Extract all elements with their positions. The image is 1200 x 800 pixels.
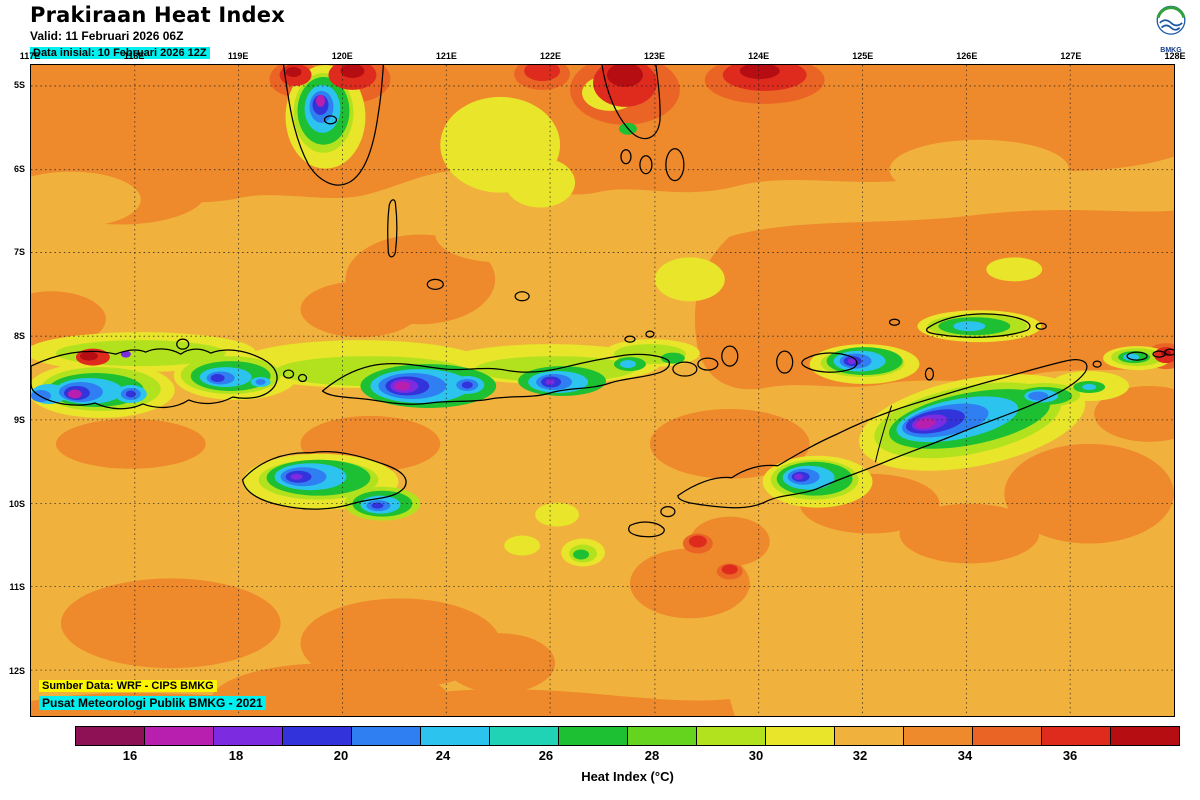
lon-label: 124E xyxy=(748,51,770,61)
colorbar-segment xyxy=(214,727,283,745)
bmkg-logo-text: BMKG xyxy=(1160,47,1182,54)
colorbar-segment xyxy=(1042,727,1111,745)
colorbar-segment xyxy=(1111,727,1179,745)
lon-label: 125E xyxy=(852,51,874,61)
colorbar-tick-label: 20 xyxy=(333,748,349,763)
lon-label: 121E xyxy=(435,51,457,61)
colorbar-tick-label: 26 xyxy=(538,748,554,763)
heat-field-svg xyxy=(31,65,1174,716)
lon-label: 127E xyxy=(1060,51,1082,61)
colorbar-segment xyxy=(766,727,835,745)
colorbar-segment xyxy=(835,727,904,745)
colorbar-tick-label: 24 xyxy=(435,748,451,763)
colorbar-segment xyxy=(145,727,214,745)
lat-label: 11S xyxy=(9,582,25,592)
lat-label: 7S xyxy=(13,247,25,257)
heat-index-colorbar xyxy=(75,726,1180,746)
lat-label: 6S xyxy=(13,164,25,174)
page-title: Prakiraan Heat Index xyxy=(30,3,285,27)
heat-field-magenta-layer xyxy=(67,94,936,429)
colorbar-segment xyxy=(973,727,1042,745)
colorbar-tick-label: 28 xyxy=(644,748,660,763)
valid-time-label: Valid: 11 Februari 2026 06Z xyxy=(30,29,184,43)
lon-label: 128E xyxy=(1164,51,1186,61)
colorbar-segment xyxy=(697,727,766,745)
lon-label: 122E xyxy=(539,51,561,61)
colorbar-tick-label: 32 xyxy=(852,748,868,763)
colorbar-tick-label: 16 xyxy=(122,748,138,763)
lat-label: 12S xyxy=(8,666,25,676)
initial-time-label: Data inisial: 10 Februari 2026 12Z xyxy=(30,47,210,59)
colorbar-segment xyxy=(490,727,559,745)
colorbar-tick-label: 36 xyxy=(1062,748,1078,763)
bmkg-logo: BMKG xyxy=(1148,2,1194,54)
header: Prakiraan Heat Index Valid: 11 Februari … xyxy=(30,3,285,61)
colorbar-tick-label: 30 xyxy=(748,748,764,763)
colorbar-title: Heat Index (°C) xyxy=(581,769,674,784)
colorbar-segment xyxy=(421,727,490,745)
colorbar-segment xyxy=(283,727,352,745)
colorbar-segment xyxy=(559,727,628,745)
colorbar-segment xyxy=(628,727,697,745)
colorbar-tick-label: 18 xyxy=(228,748,244,763)
producer-label: Pusat Meteorologi Publik BMKG - 2021 xyxy=(39,696,266,710)
lat-label: 9S xyxy=(13,415,25,425)
longitude-axis: 117E 118E 119E 120E 121E 122E 123E 124E 125E 126E… xyxy=(20,51,1186,62)
lon-label: 119E xyxy=(227,51,249,61)
gridlines-layer xyxy=(31,65,1174,716)
lon-label: 123E xyxy=(644,51,666,61)
lon-label: 118E xyxy=(123,51,145,61)
lat-label: 8S xyxy=(13,331,25,341)
heat-index-map: Sumber Data: WRF - CIPS BMKG Pusat Meteo… xyxy=(30,64,1175,717)
lon-label: 117E xyxy=(19,51,41,61)
lon-label: 126E xyxy=(956,51,978,61)
colorbar-segment xyxy=(904,727,973,745)
colorbar-ticks: 16 18 20 24 26 28 30 32 34 36 xyxy=(75,748,1180,764)
bmkg-logo-icon xyxy=(1156,5,1186,35)
colorbar-segment xyxy=(76,727,145,745)
lat-label: 5S xyxy=(13,80,25,90)
source-data-label: Sumber Data: WRF - CIPS BMKG xyxy=(39,680,217,692)
latitude-axis: 5S 6S 7S 8S 9S 10S 11S 12S xyxy=(2,64,28,717)
lon-label: 120E xyxy=(331,51,353,61)
lat-label: 10S xyxy=(8,499,25,509)
colorbar-segment xyxy=(352,727,421,745)
coastlines-layer xyxy=(31,65,1174,538)
colorbar-tick-label: 34 xyxy=(957,748,973,763)
